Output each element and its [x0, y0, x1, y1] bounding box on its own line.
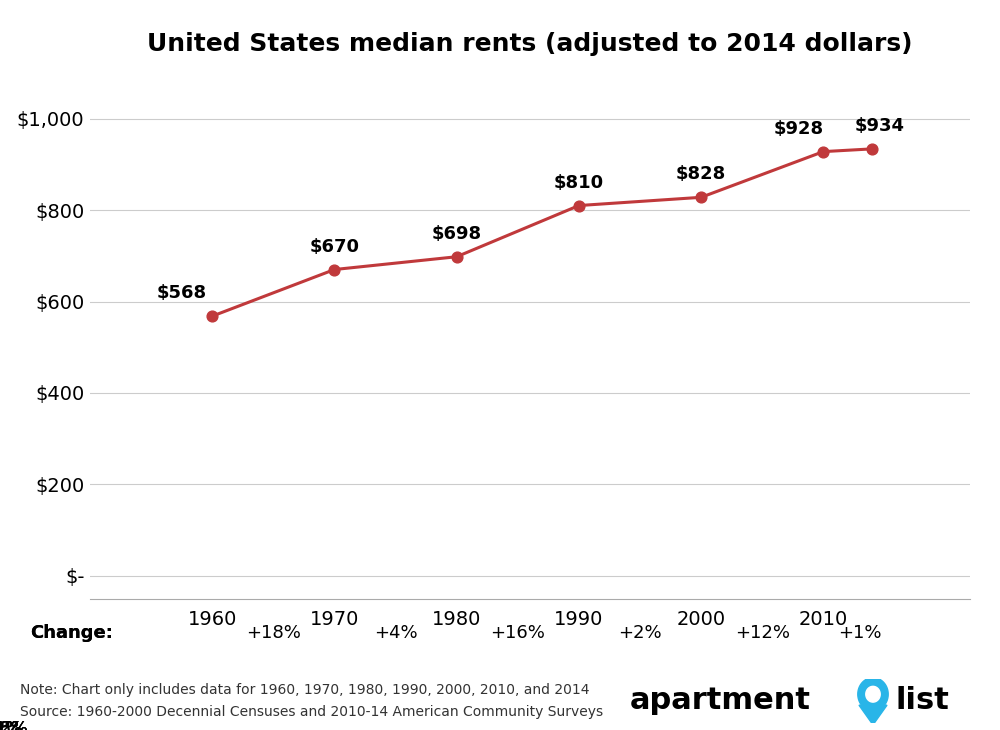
Point — [864, 143, 880, 155]
Polygon shape — [866, 686, 880, 702]
Text: apartment: apartment — [630, 686, 811, 715]
Text: list: list — [895, 686, 949, 715]
Text: $810: $810 — [554, 174, 604, 192]
Point — [204, 310, 220, 322]
Text: Note: Chart only includes data for 1960, 1970, 1980, 1990, 2000, 2010, and 2014: Note: Chart only includes data for 1960,… — [20, 683, 590, 697]
Point — [326, 264, 342, 275]
Polygon shape — [859, 705, 887, 725]
Text: +4%: +4% — [374, 624, 417, 642]
Text: +12%: +12% — [0, 721, 28, 730]
Point — [449, 251, 465, 263]
Text: $934: $934 — [854, 117, 904, 135]
Text: Change:: Change: — [30, 624, 113, 642]
Text: Source: 1960-2000 Decennial Censuses and 2010-14 American Community Surveys: Source: 1960-2000 Decennial Censuses and… — [20, 704, 603, 719]
Text: +1%: +1% — [838, 624, 882, 642]
Text: +2%: +2% — [0, 721, 22, 730]
Text: $928: $928 — [773, 120, 823, 138]
Text: +12%: +12% — [735, 624, 790, 642]
Text: Change:: Change: — [30, 624, 113, 642]
Text: +1%: +1% — [0, 721, 23, 730]
Text: $568: $568 — [157, 284, 207, 302]
Text: +18%: +18% — [0, 721, 28, 730]
Text: $828: $828 — [676, 166, 726, 183]
Polygon shape — [858, 677, 888, 711]
Text: +18%: +18% — [246, 624, 301, 642]
Text: +16%: +16% — [0, 721, 28, 730]
Text: +2%: +2% — [618, 624, 662, 642]
Text: $698: $698 — [432, 225, 482, 243]
Text: $670: $670 — [309, 238, 359, 256]
Point — [693, 191, 709, 203]
Point — [571, 200, 587, 212]
Text: +4%: +4% — [0, 721, 22, 730]
Point — [815, 146, 831, 158]
Text: +16%: +16% — [490, 624, 545, 642]
Title: United States median rents (adjusted to 2014 dollars): United States median rents (adjusted to … — [147, 32, 913, 55]
